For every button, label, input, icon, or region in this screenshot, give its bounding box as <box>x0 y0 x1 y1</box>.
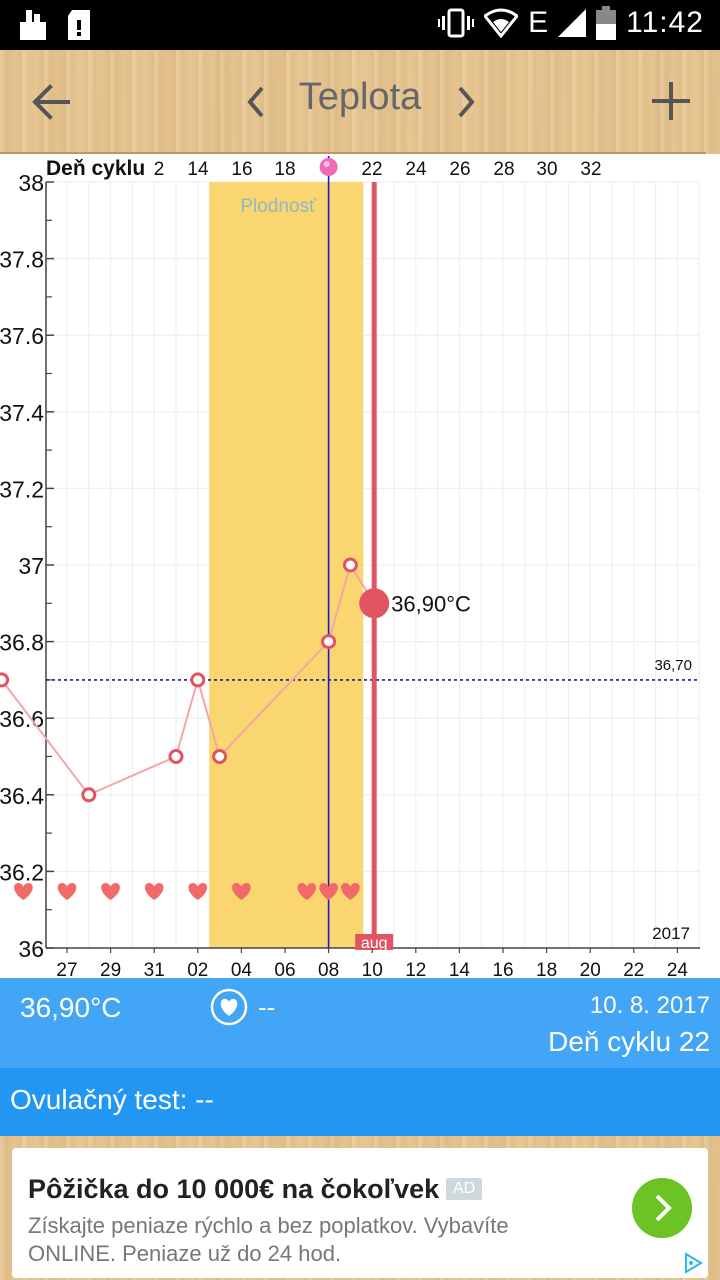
y-tick-label: 36.6 <box>0 706 44 732</box>
ovulation-test-label: Ovulačný test: -- <box>10 1084 214 1115</box>
selected-temperature-point <box>359 588 390 619</box>
y-tick-label: 38 <box>18 170 44 196</box>
date-tick-label: 22 <box>623 960 644 978</box>
cycle-axis-label: Deň cyklu <box>46 157 145 180</box>
y-tick-label: 37.2 <box>0 476 44 502</box>
app-bar: Teplota <box>0 50 720 154</box>
intercourse-value: -- <box>258 992 276 1022</box>
fertile-window <box>209 182 364 948</box>
ovulation-test-row[interactable]: Ovulačný test: -- <box>0 1068 720 1136</box>
date-tick-label: 02 <box>187 960 208 978</box>
app-bar-divider <box>0 152 706 154</box>
clock: 11:42 <box>626 6 704 39</box>
intercourse-heart-icon <box>144 883 164 900</box>
temperature-point <box>81 787 97 803</box>
selected-day-line <box>371 182 377 948</box>
ad-zone: Pôžička do 10 000€ na čokoľvek AD Získaj… <box>0 1136 720 1280</box>
cycle-tick-label: 28 <box>493 159 514 180</box>
wifi-icon <box>484 8 519 38</box>
temperature-point <box>190 672 206 688</box>
cover-line-label: 36,70 <box>654 657 692 674</box>
date-tick-label: 31 <box>144 960 165 978</box>
ovulation-marker-highlight <box>323 161 330 167</box>
y-tick-label: 37.4 <box>0 400 44 426</box>
date-tick-label: 29 <box>100 960 121 978</box>
date-tick-label: 12 <box>405 960 426 978</box>
month-label-bg <box>355 934 394 950</box>
y-tick-label: 36.8 <box>0 630 44 656</box>
y-tick-label: 37.6 <box>0 323 44 349</box>
date-tick-label: 18 <box>536 960 557 978</box>
cycle-tick-label: 26 <box>449 159 470 180</box>
plus-icon[interactable] <box>648 78 694 124</box>
sd-card-icon <box>68 10 90 40</box>
temperature-point <box>321 634 337 650</box>
network-type-label: E <box>528 6 549 39</box>
ad-card[interactable]: Pôžička do 10 000€ na čokoľvek AD Získaj… <box>12 1148 708 1278</box>
cycle-tick-label: 32 <box>580 159 601 180</box>
intercourse-heart-icon <box>14 883 33 900</box>
arrow-back-icon[interactable] <box>28 78 76 126</box>
temperature-point <box>0 672 10 688</box>
temperature-line <box>0 562 376 797</box>
y-tick-label: 37.8 <box>0 247 44 273</box>
status-bar: E 11:42 <box>0 0 720 50</box>
signal-icon <box>558 9 587 37</box>
date-tick-label: 10 <box>362 960 383 978</box>
cycle-tick-label: 14 <box>187 159 209 180</box>
ad-description[interactable]: Získajte peniaze rýchlo a bez poplatkov.… <box>28 1213 509 1266</box>
cycle-tick-label: 24 <box>405 159 427 180</box>
page-title: Teplota <box>298 76 422 118</box>
chevron-left-icon[interactable] <box>240 80 270 124</box>
selected-temperature-label: 36,90°C <box>391 591 471 616</box>
cycle-tick-label: 16 <box>231 159 252 180</box>
y-tick-label: 36.4 <box>0 783 44 809</box>
cycle-tick-label: 2 <box>154 159 165 180</box>
intercourse-heart-icon <box>319 883 338 900</box>
intercourse-heart-icon <box>188 883 208 900</box>
y-tick-label: 36.2 <box>0 859 44 885</box>
date-tick-label: 27 <box>56 960 77 978</box>
year-label: 2017 <box>652 924 690 943</box>
date-tick-label: 08 <box>318 960 339 978</box>
temperature-chart[interactable]: Plodnosť 38 37.8 37.6 37.4 37.2 37 36.8 36.6 36.4… <box>0 156 720 978</box>
chevron-right-icon[interactable] <box>452 80 482 124</box>
date-tick-label: 14 <box>449 960 471 978</box>
temperature-point <box>168 749 184 764</box>
fertile-label: Plodnosť <box>240 196 317 217</box>
usb-icon <box>20 10 46 40</box>
intercourse-heart-icon <box>101 883 120 900</box>
date-tick-label: 16 <box>492 960 513 978</box>
date-tick-label: 04 <box>231 960 253 978</box>
selected-cycle-day: Deň cyklu 22 <box>548 1026 710 1057</box>
temperature-point <box>212 749 228 764</box>
date-tick-label: 06 <box>274 960 295 978</box>
date-tick-label: 24 <box>667 960 689 978</box>
intercourse-heart-icon <box>341 883 360 900</box>
intercourse-heart-icon <box>232 883 251 900</box>
vibrate-icon <box>438 8 475 38</box>
month-label: aug <box>361 935 388 952</box>
selected-temperature: 36,90°C <box>20 992 122 1023</box>
ad-title[interactable]: Pôžička do 10 000€ na čokoľvek <box>28 1174 440 1204</box>
selected-date: 10. 8. 2017 <box>589 992 710 1019</box>
adchoices-icon[interactable] <box>682 1252 704 1274</box>
y-tick-label: 36 <box>18 936 44 962</box>
intercourse-heart-icon <box>297 883 317 900</box>
ad-badge: AD <box>446 1178 483 1200</box>
intercourse-heart-icon <box>57 883 77 900</box>
y-tick-label: 37 <box>18 553 44 579</box>
selected-day-info: 36,90°C -- 10. 8. 2017 Deň cyklu 22 <box>0 978 720 1068</box>
heart-circle-icon[interactable] <box>210 988 248 1026</box>
cycle-tick-label: 22 <box>361 159 382 180</box>
ad-go-button[interactable] <box>632 1178 692 1238</box>
battery-icon <box>596 6 617 40</box>
cycle-tick-label: 18 <box>274 159 295 180</box>
date-tick-label: 20 <box>580 960 601 978</box>
cycle-tick-label: 30 <box>536 159 557 180</box>
chart-canvas[interactable]: Plodnosť 38 37.8 37.6 37.4 37.2 37 36.8 36.6 36.4… <box>0 156 720 978</box>
temperature-point <box>342 557 358 573</box>
